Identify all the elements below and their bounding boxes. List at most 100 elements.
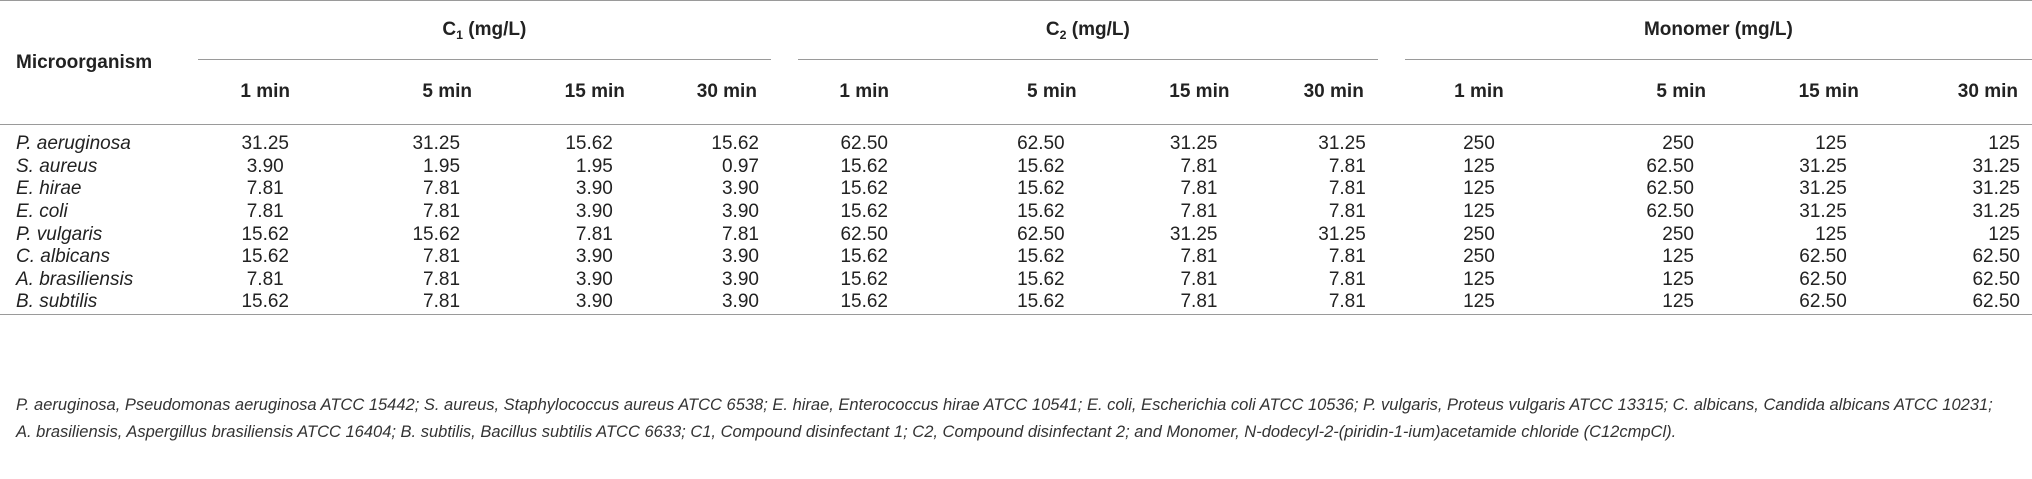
table-row: A. brasiliensis 7.81 7.81 3.90 3.90 15.62 15.6… [0, 269, 2032, 292]
value-cell: 7.81 [423, 178, 461, 200]
bottom-rule [0, 314, 2032, 315]
value-cell: 3.90 [721, 291, 759, 313]
value-cell: 15.62 [241, 246, 289, 268]
value-cell: 7.81 [1180, 268, 1218, 290]
value-cell: 7.81 [246, 178, 284, 200]
value-cell: 125 [1815, 223, 1847, 245]
value-cell: 7.81 [1328, 268, 1366, 290]
organism-cell: B. subtilis [16, 291, 98, 313]
time-header: 15 min [1798, 81, 1859, 102]
value-cell: 15.62 [412, 223, 461, 245]
table-row: E. hirae 7.81 7.81 3.90 3.90 15.62 15.62 7.81 7.… [0, 178, 2032, 201]
value-cell: 15.62 [241, 223, 289, 245]
value-cell: 62.50 [840, 223, 888, 245]
group-header-c2: C2 (mg/L) [797, 1, 1378, 60]
value-cell: 3.90 [721, 178, 759, 200]
time-header: 5 min [1656, 81, 1706, 102]
time-header: 1 min [1454, 81, 1504, 102]
value-cell: 3.90 [575, 246, 613, 268]
value-cell: 15.62 [1017, 268, 1065, 290]
value-cell: 7.81 [246, 268, 284, 290]
value-cell: 7.81 [575, 223, 613, 245]
value-cell: 62.50 [1017, 223, 1065, 245]
microorganism-header: Microorganism [16, 51, 153, 73]
value-cell: 31.25 [1972, 155, 2020, 177]
value-cell: 7.81 [1180, 178, 1218, 200]
value-cell: 31.25 [1799, 178, 1847, 200]
value-cell: 62.50 [1799, 268, 1847, 290]
value-cell: 125 [1463, 291, 1495, 313]
value-cell: 3.90 [575, 291, 613, 313]
organism-cell: P. vulgaris [16, 223, 103, 245]
value-cell: 62.50 [1799, 246, 1847, 268]
value-cell: 7.81 [423, 246, 461, 268]
value-cell: 250 [1662, 133, 1694, 155]
time-header: 5 min [1027, 81, 1077, 102]
group-header-c1: C1 (mg/L) [197, 1, 771, 60]
table-footnote: P. aeruginosa, Pseudomonas aeruginosa AT… [16, 396, 1993, 441]
value-cell: 250 [1463, 223, 1495, 245]
value-cell: 62.50 [1646, 155, 1694, 177]
value-cell: 15.62 [840, 246, 888, 268]
value-cell: 125 [1988, 133, 2020, 155]
time-header: 30 min [696, 81, 757, 102]
value-cell: 3.90 [721, 268, 759, 290]
value-cell: 0.97 [721, 155, 759, 177]
value-cell: 125 [1463, 201, 1495, 223]
organism-cell: S. aureus [16, 155, 98, 177]
value-cell: 15.62 [840, 201, 888, 223]
value-cell: 62.50 [1646, 201, 1694, 223]
value-cell: 3.90 [575, 178, 613, 200]
time-header: 30 min [1957, 81, 2018, 102]
value-cell: 62.50 [1799, 291, 1847, 313]
value-cell: 31.25 [1799, 155, 1847, 177]
organism-cell: A. brasiliensis [16, 268, 134, 290]
value-cell: 125 [1815, 133, 1847, 155]
value-cell: 15.62 [241, 291, 289, 313]
value-cell: 7.81 [423, 268, 461, 290]
value-cell: 7.81 [721, 223, 759, 245]
value-cell: 125 [1988, 223, 2020, 245]
value-cell: 7.81 [423, 201, 461, 223]
value-cell: 62.50 [1972, 291, 2020, 313]
value-cell: 7.81 [423, 291, 461, 313]
value-cell: 125 [1463, 178, 1495, 200]
time-header: 1 min [240, 81, 291, 102]
value-cell: 125 [1662, 246, 1694, 268]
value-cell: 62.50 [1972, 268, 2020, 290]
header-row-times: 1 min 5 min 15 min 30 min 1 min 5 min 15 min 30… [0, 60, 2032, 125]
value-cell: 31.25 [1318, 223, 1366, 245]
value-cell: 62.50 [1972, 246, 2020, 268]
value-cell: 7.81 [1328, 246, 1366, 268]
table-row: S. aureus 3.90 1.95 1.95 0.97 15.62 15.62 7.81 7… [0, 156, 2032, 179]
table-row: P. aeruginosa 31.25 31.25 15.62 15.62 62.50 62… [0, 125, 2032, 156]
organism-cell: E. coli [16, 201, 68, 223]
value-cell: 7.81 [1180, 246, 1218, 268]
value-cell: 62.50 [840, 133, 888, 155]
value-cell: 31.25 [1799, 201, 1847, 223]
value-cell: 7.81 [246, 201, 284, 223]
value-cell: 3.90 [721, 246, 759, 268]
value-cell: 125 [1463, 268, 1495, 290]
time-header: 5 min [422, 81, 473, 102]
organism-cell: P. aeruginosa [16, 133, 131, 155]
time-header: 15 min [564, 81, 625, 102]
value-cell: 3.90 [246, 155, 284, 177]
time-header: 15 min [1169, 81, 1230, 102]
value-cell: 125 [1662, 268, 1694, 290]
value-cell: 7.81 [1180, 201, 1218, 223]
value-cell: 7.81 [1180, 291, 1218, 313]
value-cell: 15.62 [1017, 155, 1065, 177]
value-cell: 31.25 [241, 133, 289, 155]
value-cell: 15.62 [840, 268, 888, 290]
group-header-monomer: Monomer (mg/L) [1404, 1, 2032, 60]
value-cell: 125 [1662, 291, 1694, 313]
value-cell: 250 [1662, 223, 1694, 245]
value-cell: 7.81 [1328, 291, 1366, 313]
value-cell: 62.50 [1017, 133, 1065, 155]
value-cell: 7.81 [1328, 201, 1366, 223]
value-cell: 31.25 [1169, 223, 1218, 245]
organism-cell: E. hirae [16, 178, 82, 200]
value-cell: 31.25 [412, 133, 461, 155]
time-header: 30 min [1303, 81, 1364, 102]
